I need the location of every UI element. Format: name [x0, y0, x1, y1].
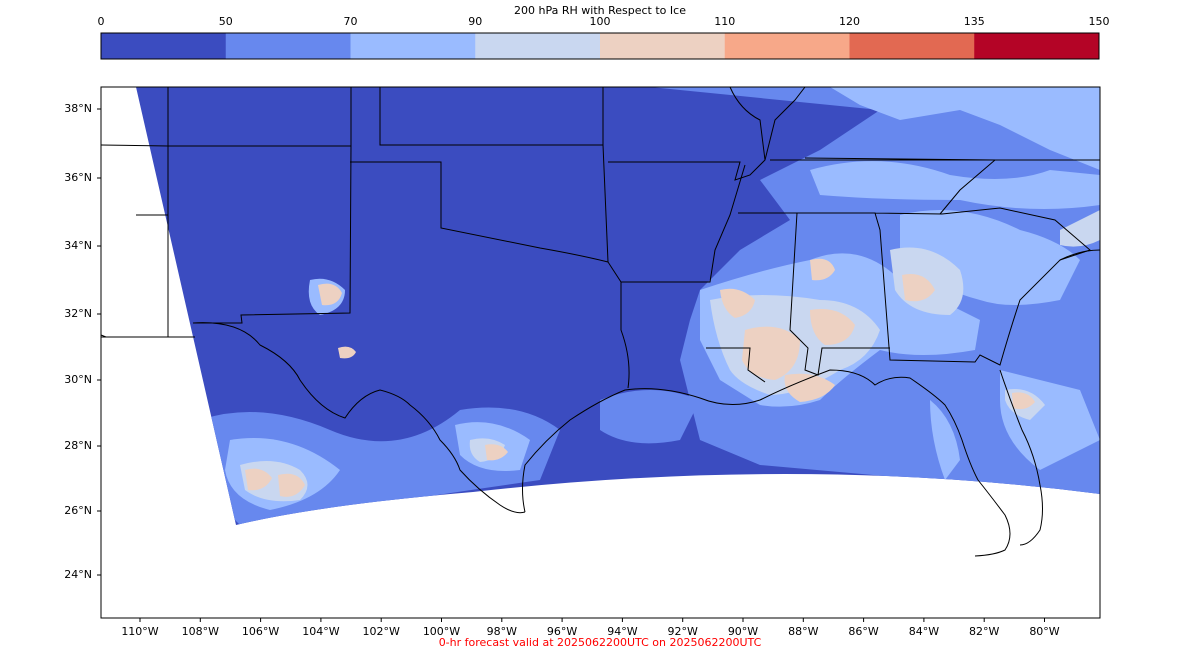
state-border-tx-la: [602, 144, 630, 389]
colorbar-tick-label: 70: [343, 15, 358, 28]
rio-grande-border: [192, 322, 526, 514]
colorbar-segment: [724, 33, 850, 59]
latitude-label: 32°N: [64, 307, 92, 320]
colorbar-tick-label: 100: [589, 15, 611, 28]
state-border-tx-ok: [350, 161, 609, 263]
state-border-nm-tx: [193, 145, 352, 324]
boundary-lines: [100, 86, 1101, 557]
longitude-label: 96°W: [546, 625, 578, 638]
colorbar-segment: [101, 33, 227, 59]
longitude-label: 88°W: [788, 625, 819, 638]
colorbar-segment: [350, 33, 476, 59]
longitude-label: 100°W: [422, 625, 461, 638]
colorbar-segment: [974, 33, 1100, 59]
longitude-label: 90°W: [727, 625, 759, 638]
longitude-label: 86°W: [848, 625, 879, 638]
lon-ticks: [139, 618, 1045, 622]
latitude-label: 34°N: [64, 239, 92, 252]
colorbar-frame: [100, 32, 1100, 60]
longitude-label: 108°W: [181, 625, 219, 638]
latitude-label: 30°N: [64, 373, 92, 386]
atlantic-coastline: [999, 369, 1043, 546]
nc-coast: [1059, 249, 1101, 261]
longitude-label: 110°W: [121, 625, 159, 638]
map-frame: [100, 86, 1101, 619]
colorbar-title: 200 hPa RH with Respect to Ice: [514, 4, 686, 17]
lat-ticks: [97, 108, 101, 576]
colorbar-tick-label: 50: [218, 15, 233, 28]
longitude-label: 84°W: [908, 625, 940, 638]
longitude-label: 92°W: [667, 625, 698, 638]
longitude-label: 82°W: [969, 625, 1000, 638]
rh-field: [136, 87, 1100, 525]
state-border-az: [100, 334, 168, 338]
longitude-label: 94°W: [607, 625, 638, 638]
colorbar-segment: [225, 33, 351, 59]
state-border-tn-ky: [770, 157, 1100, 215]
colorbar-tick-label: 135: [963, 15, 985, 28]
state-border-ar-mo: [608, 86, 806, 181]
latitude-label: 24°N: [64, 568, 92, 581]
latitude-label: 38°N: [64, 102, 92, 115]
colorbar-segment: [475, 33, 601, 59]
latitude-label: 36°N: [64, 171, 92, 184]
colorbar-segment: [849, 33, 975, 59]
colorbar-tick-label: 150: [1088, 15, 1110, 28]
latitude-label: 28°N: [64, 439, 92, 452]
state-border-la-ms: [706, 347, 766, 383]
longitude-label: 102°W: [362, 625, 400, 638]
colorbar-segment: [600, 33, 726, 59]
colorbar-tick-label: 90: [468, 15, 483, 28]
state-border-ms-al: [789, 212, 890, 376]
gulf-coastline: [522, 369, 1011, 557]
mississippi-river: [621, 86, 766, 283]
longitude-label: 80°W: [1029, 625, 1060, 638]
forecast-valid-footer: 0-hr forecast valid at 2025062200UTC on …: [438, 636, 762, 649]
colorbar-tick-label: 110: [714, 15, 736, 28]
colorbar: [100, 32, 1100, 60]
state-border-ks-ok: [379, 87, 604, 146]
longitude-label: 98°W: [486, 625, 517, 638]
latitude-label: 26°N: [64, 504, 92, 517]
colorbar-tick-label: 0: [97, 15, 105, 28]
longitude-label: 106°W: [241, 625, 280, 638]
longitude-label: 104°W: [302, 625, 340, 638]
state-border-se: [738, 207, 1091, 366]
colorbar-tick-label: 120: [839, 15, 860, 28]
